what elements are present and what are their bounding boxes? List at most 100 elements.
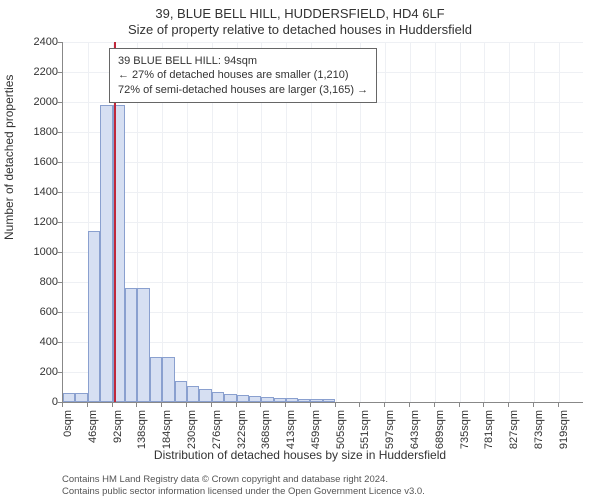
xtick-label: 873sqm bbox=[533, 410, 545, 450]
ytick-mark bbox=[57, 42, 62, 43]
xtick-mark bbox=[260, 402, 261, 407]
xtick-mark bbox=[285, 402, 286, 407]
histogram-bar bbox=[175, 381, 187, 402]
footer-line-1: Contains HM Land Registry data © Crown c… bbox=[62, 474, 600, 486]
histogram-bar bbox=[286, 398, 298, 402]
xtick-label: 827sqm bbox=[508, 410, 520, 450]
gridline-v bbox=[484, 42, 485, 402]
xtick-label: 413sqm bbox=[285, 410, 297, 450]
gridline-v bbox=[509, 42, 510, 402]
chart-container: 39, BLUE BELL HILL, HUDDERSFIELD, HD4 6L… bbox=[0, 0, 600, 500]
info-box-line-2: ← 27% of detached houses are smaller (1,… bbox=[118, 68, 368, 82]
ytick-mark bbox=[57, 132, 62, 133]
ytick-mark bbox=[57, 102, 62, 103]
histogram-bar bbox=[100, 105, 112, 402]
ytick-mark bbox=[57, 72, 62, 73]
gridline-v bbox=[435, 42, 436, 402]
title-line-1: 39, BLUE BELL HILL, HUDDERSFIELD, HD4 6L… bbox=[0, 6, 600, 21]
xtick-label: 597sqm bbox=[384, 410, 396, 450]
xtick-label: 368sqm bbox=[260, 410, 272, 450]
ytick-label: 600 bbox=[18, 306, 58, 318]
histogram-bar bbox=[150, 357, 162, 402]
histogram-bar bbox=[199, 389, 211, 402]
footer: Contains HM Land Registry data © Crown c… bbox=[0, 474, 600, 498]
histogram-bar bbox=[75, 393, 87, 402]
xtick-label: 92sqm bbox=[112, 410, 124, 450]
gridline-v bbox=[385, 42, 386, 402]
histogram-bar bbox=[137, 288, 149, 402]
xtick-mark bbox=[62, 402, 63, 407]
histogram-bar bbox=[63, 393, 75, 402]
xtick-mark bbox=[359, 402, 360, 407]
xtick-mark bbox=[409, 402, 410, 407]
xtick-mark bbox=[533, 402, 534, 407]
gridline-h bbox=[63, 132, 583, 133]
histogram-bar bbox=[261, 397, 273, 402]
plot-area: 39 BLUE BELL HILL: 94sqm ← 27% of detach… bbox=[62, 42, 583, 403]
ytick-label: 1400 bbox=[18, 186, 58, 198]
xtick-mark bbox=[459, 402, 460, 407]
footer-line-2: Contains public sector information licen… bbox=[62, 486, 600, 498]
histogram-bar bbox=[323, 399, 335, 402]
xtick-label: 551sqm bbox=[359, 410, 371, 450]
ytick-label: 800 bbox=[18, 276, 58, 288]
xtick-label: 230sqm bbox=[186, 410, 198, 450]
ytick-label: 2000 bbox=[18, 96, 58, 108]
xtick-label: 322sqm bbox=[236, 410, 248, 450]
info-box: 39 BLUE BELL HILL: 94sqm ← 27% of detach… bbox=[109, 48, 377, 103]
ytick-label: 2400 bbox=[18, 36, 58, 48]
ytick-mark bbox=[57, 372, 62, 373]
x-axis-label: Distribution of detached houses by size … bbox=[0, 448, 600, 462]
gridline-h bbox=[63, 282, 583, 283]
gridline-h bbox=[63, 222, 583, 223]
histogram-bar bbox=[310, 399, 322, 402]
xtick-label: 459sqm bbox=[310, 410, 322, 450]
xtick-mark bbox=[236, 402, 237, 407]
xtick-mark bbox=[112, 402, 113, 407]
ytick-label: 1200 bbox=[18, 216, 58, 228]
ytick-mark bbox=[57, 312, 62, 313]
info-box-line-3: 72% of semi-detached houses are larger (… bbox=[118, 83, 368, 97]
ytick-mark bbox=[57, 342, 62, 343]
xtick-label: 505sqm bbox=[335, 410, 347, 450]
xtick-mark bbox=[483, 402, 484, 407]
xtick-label: 689sqm bbox=[434, 410, 446, 450]
xtick-label: 184sqm bbox=[161, 410, 173, 450]
ytick-mark bbox=[57, 282, 62, 283]
xtick-mark bbox=[434, 402, 435, 407]
histogram-bar bbox=[162, 357, 174, 402]
xtick-label: 276sqm bbox=[211, 410, 223, 450]
histogram-bar bbox=[237, 395, 249, 402]
xtick-mark bbox=[211, 402, 212, 407]
xtick-mark bbox=[384, 402, 385, 407]
ytick-label: 200 bbox=[18, 366, 58, 378]
gridline-v bbox=[534, 42, 535, 402]
ytick-mark bbox=[57, 162, 62, 163]
gridline-h bbox=[63, 162, 583, 163]
ytick-mark bbox=[57, 252, 62, 253]
xtick-mark bbox=[335, 402, 336, 407]
xtick-mark bbox=[310, 402, 311, 407]
xtick-label: 735sqm bbox=[459, 410, 471, 450]
xtick-label: 138sqm bbox=[136, 410, 148, 450]
xtick-mark bbox=[161, 402, 162, 407]
histogram-bar bbox=[88, 231, 100, 402]
ytick-label: 1000 bbox=[18, 246, 58, 258]
ytick-mark bbox=[57, 222, 62, 223]
xtick-label: 781sqm bbox=[483, 410, 495, 450]
ytick-label: 0 bbox=[18, 396, 58, 408]
xtick-label: 919sqm bbox=[558, 410, 570, 450]
gridline-v bbox=[559, 42, 560, 402]
ytick-label: 2200 bbox=[18, 66, 58, 78]
histogram-bar bbox=[212, 392, 224, 403]
ytick-label: 400 bbox=[18, 336, 58, 348]
xtick-label: 46sqm bbox=[87, 410, 99, 450]
histogram-bar bbox=[125, 288, 137, 402]
xtick-mark bbox=[558, 402, 559, 407]
xtick-label: 643sqm bbox=[409, 410, 421, 450]
y-axis-label: Number of detached properties bbox=[2, 75, 16, 240]
ytick-label: 1600 bbox=[18, 156, 58, 168]
xtick-label: 0sqm bbox=[62, 410, 74, 450]
xtick-mark bbox=[136, 402, 137, 407]
xtick-mark bbox=[508, 402, 509, 407]
